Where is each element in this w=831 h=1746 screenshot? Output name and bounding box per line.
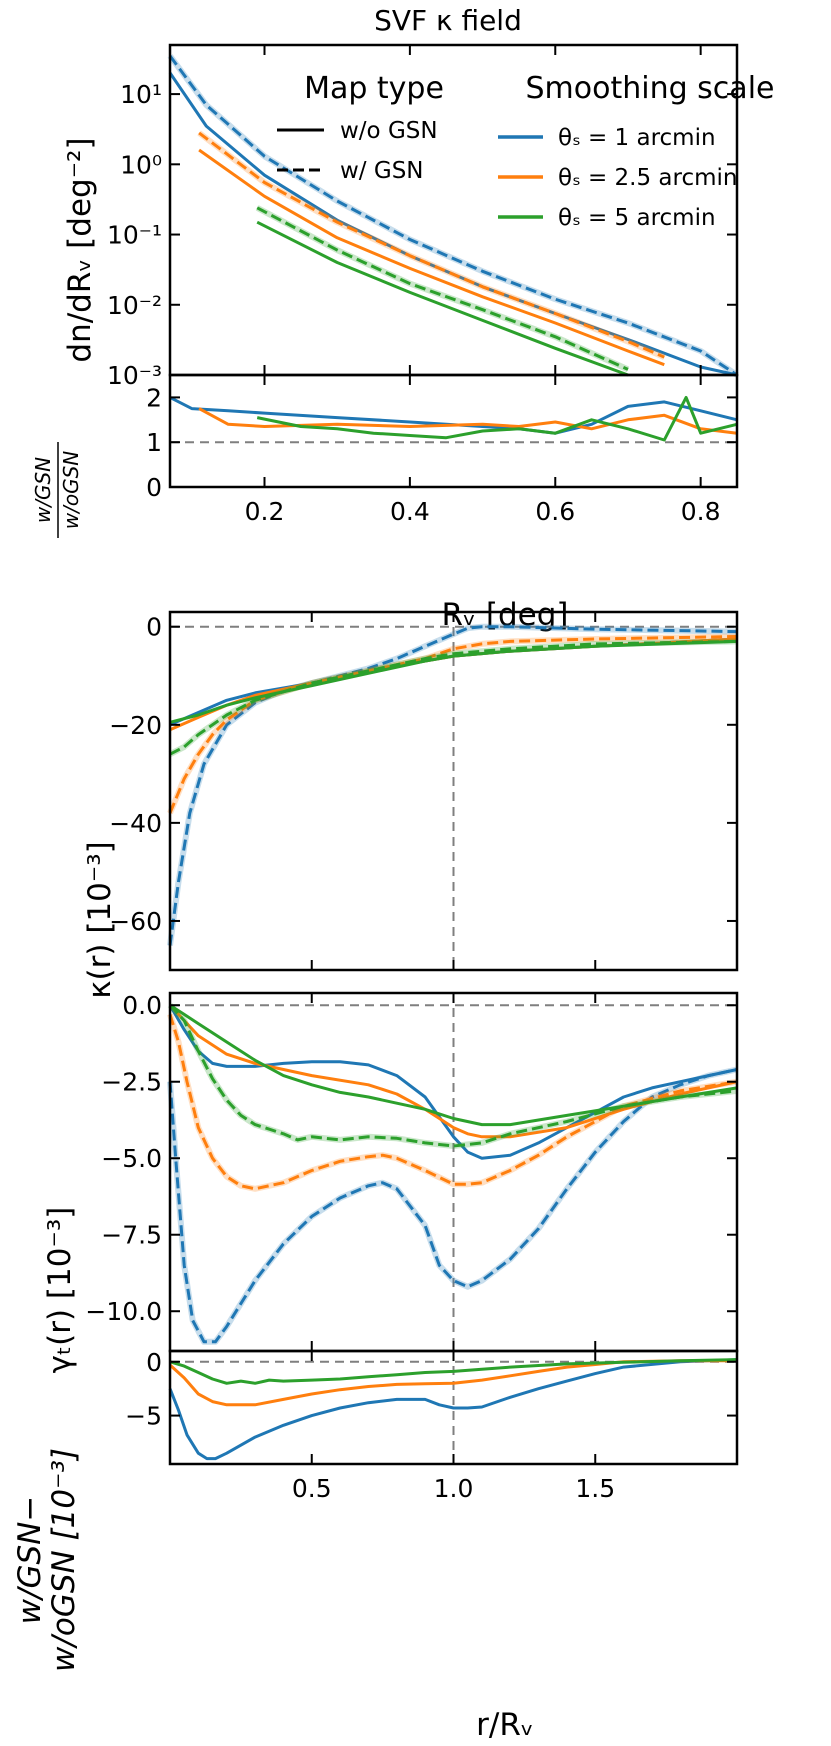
series-line [168,1013,738,1191]
y-tick-label: −5.0 [101,1144,162,1173]
vsf-panel: 10¹ 10⁰ 10⁻¹ 10⁻² 10⁻³ [107,43,739,390]
legend: Map type w/o GSN w/ GSN Smoothing scale … [277,71,774,231]
diff-ylabel-line1: w/GSN− [12,1496,48,1625]
y-tick-label: 10⁻³ [107,361,162,390]
x-tick-label: 1.5 [575,1474,615,1503]
x-tick-label: 0.2 [245,497,285,526]
ratio-ylabel-denominator: w/oGSN [59,451,83,530]
y-tick-label: −20 [109,711,162,740]
series-line [198,148,665,367]
vsf-ylabel: dn/dRᵥ [deg⁻²] [62,137,98,362]
y-tick-label: −7.5 [101,1221,162,1250]
kappa-panel: 0 −20 −40 −60 [109,610,739,972]
series-line [256,206,629,371]
series-line [168,625,738,946]
y-tick-label: −5 [125,1402,162,1431]
y-tick-label: 10⁻¹ [107,221,162,250]
x-tick-label: 0.8 [681,497,721,526]
axes-frame [168,373,739,489]
y-tick-label: −60 [109,907,162,936]
y-tick-label: 10⁰ [120,150,162,179]
diff-ylabel: w/GSN− w/oGSN [10⁻³] [12,1448,82,1672]
y-tick-label: −2.5 [101,1068,162,1097]
legend-orange-label: θₛ = 2.5 arcmin [558,165,738,191]
legend-green-label: θₛ = 5 arcmin [558,205,716,231]
legend-solid-label: w/o GSN [340,118,438,144]
profile-xlabel: r/Rᵥ [476,1707,534,1743]
x-tick-label: 1.0 [434,1474,474,1503]
series-line [168,1358,738,1461]
series-line [169,639,738,724]
y-tick-label: 0 [146,473,162,502]
y-tick-label: 10⁻² [107,291,162,320]
y-tick-label: −10.0 [85,1297,162,1326]
legend-maptype-title: Map type [304,71,444,106]
series-line [168,1359,737,1407]
y-tick-label: 10¹ [120,80,162,109]
ratio-ylabel-numerator: w/GSN [31,457,55,523]
y-tick-label: 2 [146,383,162,412]
x-tick-label: 0.5 [292,1474,332,1503]
series-line [169,639,738,756]
series-line [198,407,738,435]
vsf-ratio-panel: 0.2 0.4 0.6 0.8 0 1 2 [146,373,739,526]
series-line [168,1004,738,1148]
series-line [169,1358,738,1385]
y-tick-label: 0 [146,1348,162,1377]
series-line [256,220,629,377]
kappa-ylabel: κ(r) [10⁻³] [82,841,118,998]
y-tick-label: 0.0 [122,991,162,1020]
series-line [198,131,665,359]
series-line [256,395,738,442]
x-tick-label: 0.6 [535,497,575,526]
ratio-ylabel: w/GSN w/oGSN [31,442,83,538]
shear-ylabel: γₜ(r) [10⁻³] [42,1207,78,1374]
legend-dashed-label: w/ GSN [340,158,424,184]
y-tick-label: 1 [146,428,162,457]
figure-title: SVF κ field [374,4,522,37]
series-line [168,635,738,814]
diff-ylabel-line2: w/oGSN [10⁻³] [46,1448,82,1672]
y-tick-label: −40 [109,809,162,838]
legend-smoothing-title: Smoothing scale [526,71,775,106]
y-tick-label: 0 [146,613,162,642]
shear-panel: 0.0 −2.5 −5.0 −7.5 −10.0 [85,991,739,1353]
shear-diff-panel: 0.5 1.0 1.5 0 −5 [125,1348,739,1503]
series-line [168,72,738,377]
series-line [168,1068,738,1344]
series-line [168,55,738,377]
series-line [169,1003,738,1127]
legend-blue-label: θₛ = 1 arcmin [558,125,716,151]
series-line [169,396,738,435]
x-tick-label: 0.4 [390,497,430,526]
